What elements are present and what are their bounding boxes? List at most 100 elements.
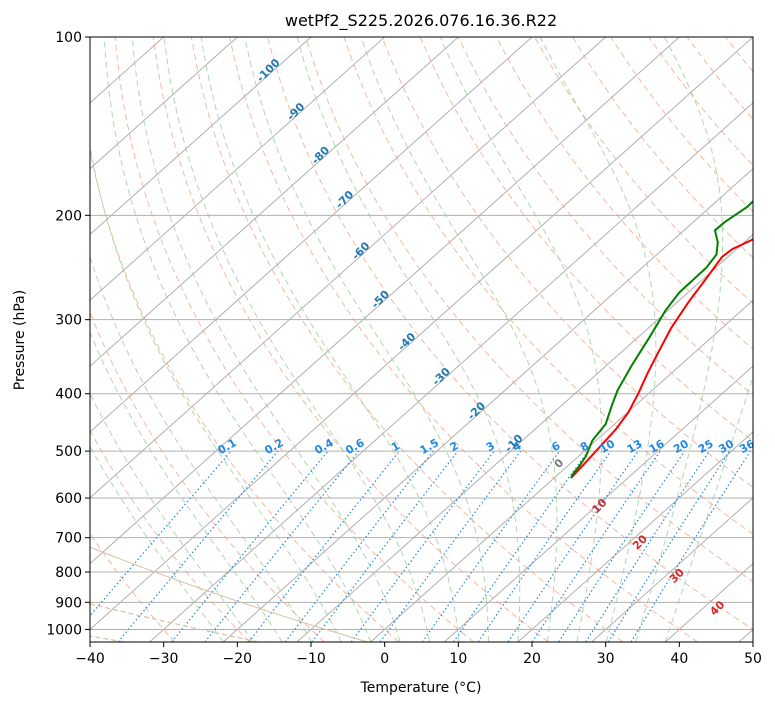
moist-adiabat-line [90, 330, 283, 642]
dry-adiabat-line [457, 37, 753, 396]
dry-adiabat-line [686, 37, 753, 120]
dry-adiabat-line [343, 37, 753, 535]
temperature-profile-line [570, 238, 753, 479]
line-labels: 0.1 0.2 0.4 0.6 1 1.5 2 3 4 6 8 10 13 16 20 25 30 36-100-… [215, 56, 757, 618]
x-tick-label: 30 [597, 651, 615, 667]
adiabat-label: 30 [667, 566, 687, 586]
adiabat-label: 10 [589, 496, 609, 516]
isotherm-line [90, 37, 533, 433]
x-tick-label: 0 [380, 651, 389, 667]
mixing-ratio-line [558, 450, 685, 642]
isotherm-line [90, 37, 238, 170]
moist-adiabat-line [90, 445, 224, 642]
x-tick-label: −20 [223, 651, 253, 667]
mixing-ratio-line [311, 450, 459, 642]
mixing-ratio-line [171, 450, 329, 642]
isotherm-line [90, 37, 459, 367]
dry-adiabat-line [267, 37, 753, 631]
mixing-ratio-label: 0.4 [312, 436, 336, 457]
mixing-ratio-line [248, 450, 400, 642]
moist-adiabat-line [103, 37, 372, 642]
dry-adiabat-line [534, 37, 753, 304]
mixing-ratio-line [477, 450, 612, 642]
mixing-ratio-line [507, 450, 639, 642]
isotherm-line [591, 497, 753, 642]
adiabat-label: 20 [630, 532, 650, 552]
isotherm-label: -50 [369, 288, 392, 311]
dry-adiabat-line [648, 37, 753, 167]
dry-adiabat-line [724, 37, 753, 73]
x-tick-label: 10 [449, 651, 467, 667]
y-axis-title: Pressure (hPa) [12, 290, 28, 390]
mixing-ratio-label: 1.5 [418, 436, 441, 457]
moist-adiabat-line [200, 37, 460, 642]
moist-adiabat-line [90, 392, 254, 642]
dry-adiabat-line [229, 37, 698, 642]
moist-adiabat-line [664, 374, 753, 642]
y-tick-label: 400 [55, 387, 82, 403]
moist-adiabat-line [296, 37, 521, 642]
isotherm-label: -100 [254, 56, 283, 85]
isotherm-line [222, 167, 753, 642]
curved-guide-line [90, 546, 368, 642]
isotherm-line [370, 299, 753, 642]
isotherm-line [90, 37, 385, 301]
dry-adiabat-line [305, 37, 753, 583]
dry-adiabat-line [763, 37, 775, 642]
mixing-ratio-label: 36 [737, 437, 757, 456]
isotherm-line [90, 37, 312, 236]
mixing-ratio-label: 30 [716, 437, 736, 456]
dry-adiabat-line [381, 37, 753, 489]
mixing-ratio-line [453, 450, 589, 642]
x-tick-label: 20 [523, 651, 541, 667]
isotherm-label: -30 [430, 365, 453, 388]
profile-lines [570, 200, 753, 479]
dry-adiabat-line [114, 37, 474, 642]
chart-title: wetPf2_S225.2026.076.16.36.R22 [285, 11, 557, 31]
mixing-ratio-line [421, 450, 561, 642]
dry-adiabat-line [190, 37, 624, 642]
y-tick-label: 500 [55, 444, 82, 460]
mixing-ratio-line [284, 450, 434, 642]
background-lines [90, 37, 775, 642]
mixing-ratio-label: 2 [448, 439, 461, 454]
dry-adiabat-line [419, 37, 753, 442]
x-tick-label: −30 [149, 651, 179, 667]
y-tick-label: 300 [55, 313, 82, 329]
mixing-ratio-label: 0.1 [215, 436, 238, 457]
dry-adiabat-line [90, 310, 325, 642]
dry-adiabat-line [90, 147, 400, 642]
mixing-ratio-label: 3 [484, 439, 497, 454]
mixing-ratio-line [350, 450, 495, 642]
mixing-ratio-line [607, 450, 731, 642]
mixing-ratio-label: 16 [647, 437, 667, 456]
mixing-ratio-label: 13 [625, 437, 645, 456]
moist-adiabat-line [539, 37, 657, 642]
y-tick-label: 100 [55, 30, 82, 46]
x-tick-label: −40 [75, 651, 105, 667]
x-tick-label: −10 [296, 651, 326, 667]
mixing-ratio-label: 20 [671, 437, 691, 456]
moist-adiabat-line [360, 37, 558, 642]
plot-frame [89, 36, 754, 643]
isotherm-line [443, 365, 753, 642]
isotherm-line [90, 37, 753, 631]
isotherm-line [90, 37, 680, 565]
moist-adiabat-line [90, 255, 313, 642]
mixing-ratio-label: 25 [696, 437, 716, 456]
isotherm-line [90, 37, 606, 499]
dewpoint-profile-line [570, 200, 753, 479]
y-tick-label: 1000 [46, 622, 82, 638]
moist-adiabat-line [90, 143, 342, 642]
isotherm-label: -20 [465, 399, 488, 422]
dry-adiabat-line [90, 532, 176, 642]
moist-adiabat-line [439, 37, 603, 642]
mixing-ratio-label: 0.2 [262, 436, 285, 457]
dry-adiabat-line [572, 37, 753, 259]
dry-adiabat-line [152, 37, 549, 642]
mixing-ratio-line [585, 450, 710, 642]
mixing-ratio-line [204, 450, 360, 642]
mixing-ratio-line [117, 450, 279, 642]
